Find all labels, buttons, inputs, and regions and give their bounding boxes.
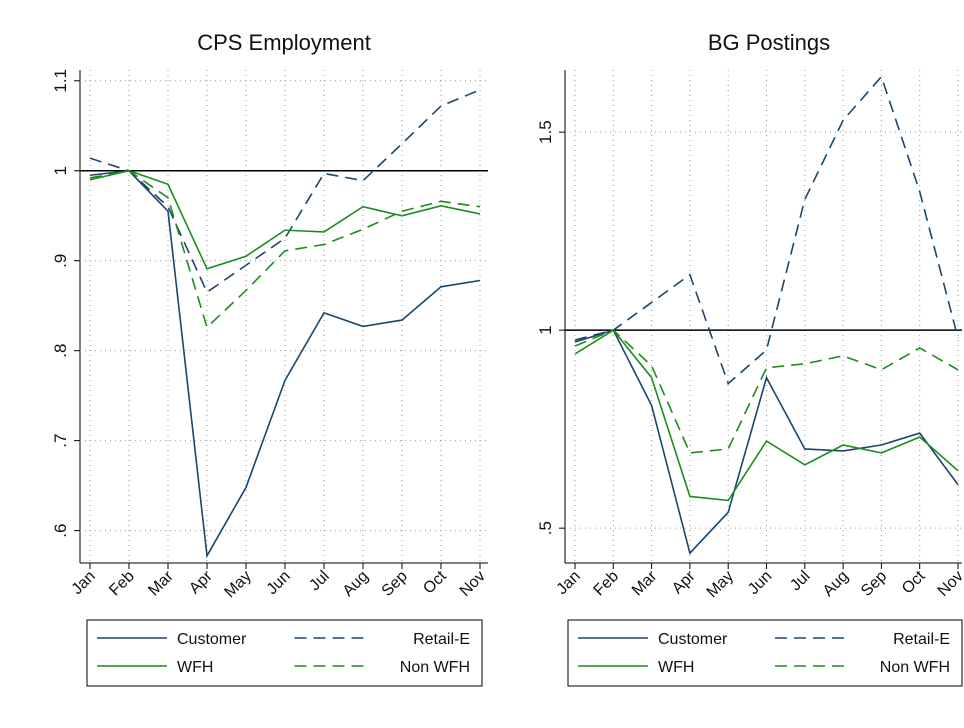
legend-label: WFH — [658, 659, 694, 676]
x-tick-label: Jan — [69, 568, 99, 598]
x-tick-label: May — [221, 568, 254, 601]
series-line — [89, 169, 481, 270]
y-tick-label: .8 — [51, 344, 70, 358]
x-tick-label: Feb — [591, 568, 623, 600]
series-line — [89, 169, 481, 329]
x-tick-label: Feb — [106, 568, 138, 600]
x-tick-label: Jan — [554, 568, 584, 598]
x-tick-label: Sep — [379, 568, 411, 600]
legend-box — [86, 619, 483, 687]
x-tick-label: Jul — [306, 568, 332, 594]
x-tick-label: Jul — [787, 568, 813, 594]
x-tick-label: May — [704, 568, 737, 601]
series-line — [89, 169, 481, 559]
x-tick-label: Nov — [457, 568, 489, 600]
series-line — [574, 329, 959, 555]
x-tick-label: Oct — [420, 567, 450, 597]
x-tick-label: Mar — [629, 567, 661, 599]
y-tick-label: .6 — [51, 524, 70, 538]
series-line — [574, 329, 959, 454]
y-tick-label: 1.1 — [51, 69, 70, 93]
x-tick-label: Nov — [935, 568, 964, 600]
legend-label: Customer — [177, 631, 247, 648]
y-tick-label: .7 — [51, 434, 70, 448]
chart-title: BG Postings — [708, 30, 830, 55]
y-tick-label: 1.5 — [536, 120, 555, 144]
x-tick-label: Apr — [186, 567, 216, 597]
x-tick-label: Apr — [669, 567, 699, 597]
series-line — [574, 329, 959, 502]
x-tick-label: Sep — [858, 568, 890, 600]
legend-label: Retail-E — [413, 631, 470, 648]
x-tick-label: Jun — [264, 568, 294, 598]
x-tick-label: Oct — [899, 567, 929, 597]
y-tick-label: .5 — [536, 521, 555, 535]
y-tick-label: 1 — [536, 325, 555, 334]
legend-label: Non WFH — [880, 659, 950, 676]
legend-label: WFH — [177, 659, 213, 676]
x-tick-label: Aug — [340, 568, 372, 600]
x-tick-label: Jun — [745, 568, 775, 598]
legend-label: Retail-E — [893, 631, 950, 648]
y-tick-label: .9 — [51, 254, 70, 268]
x-tick-label: Aug — [820, 568, 852, 600]
series-line — [89, 89, 481, 294]
y-tick-label: 1 — [51, 166, 70, 175]
legend-label: Customer — [658, 631, 728, 648]
chart-title: CPS Employment — [197, 30, 371, 55]
x-tick-label: Mar — [145, 567, 177, 599]
legend-label: Non WFH — [400, 659, 470, 676]
legend-box — [567, 619, 963, 687]
